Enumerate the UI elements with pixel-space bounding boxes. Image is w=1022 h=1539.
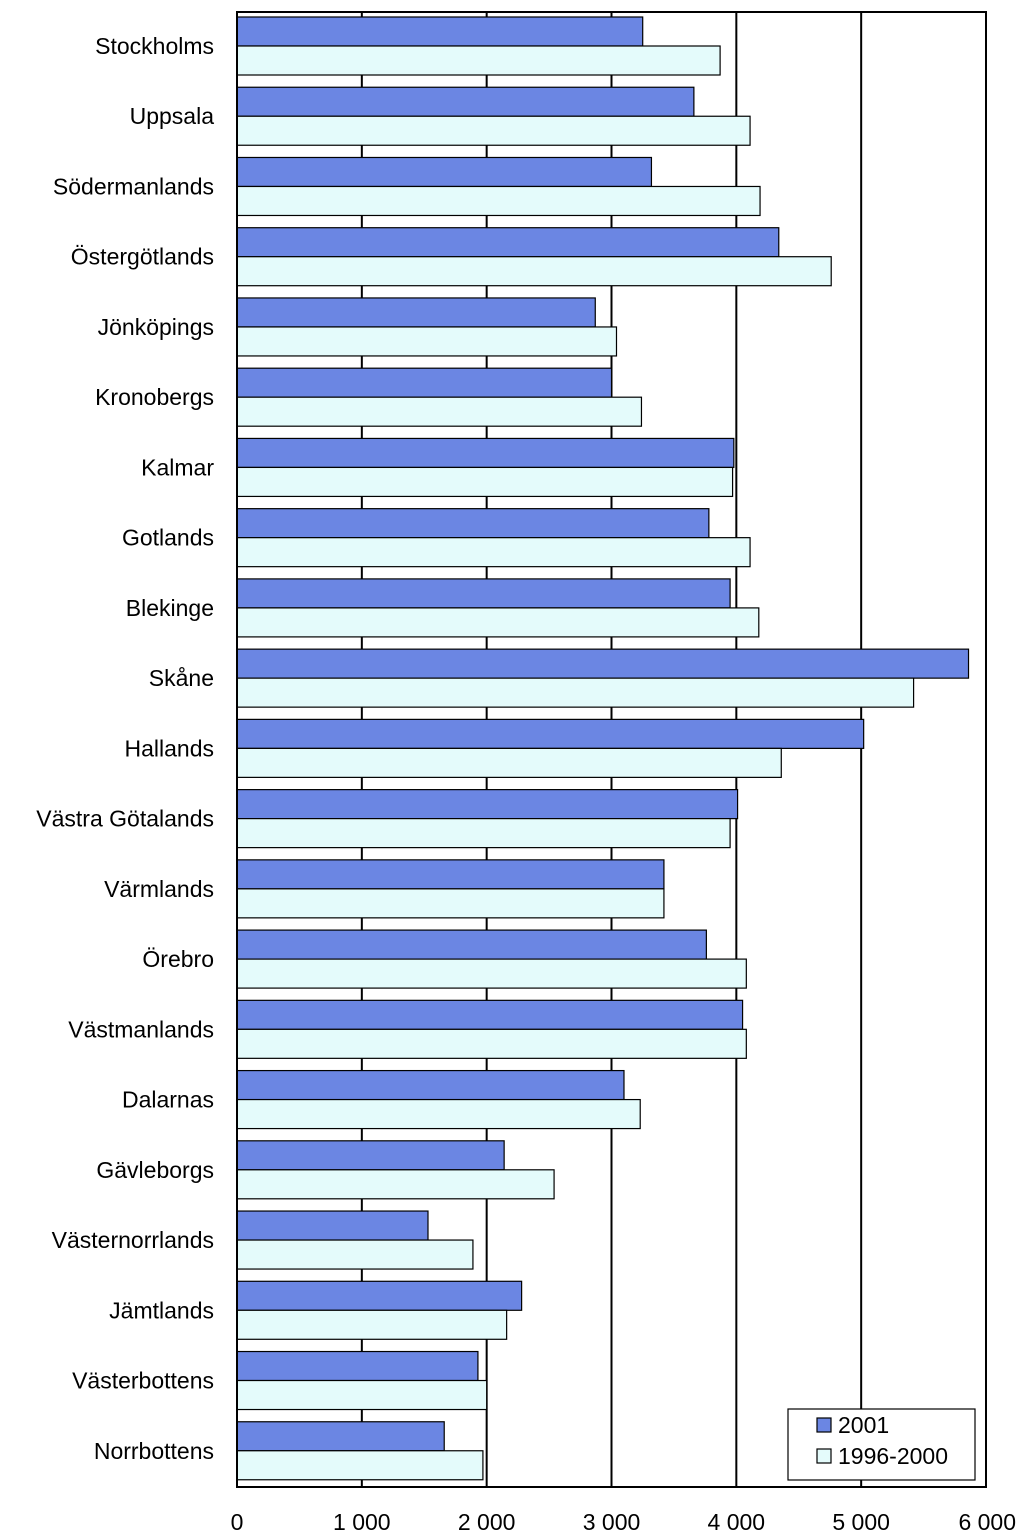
category-label: Stockholms	[95, 33, 214, 59]
bar-series2	[236, 818, 731, 849]
bar-series2	[236, 607, 760, 638]
category-label: Blekinge	[126, 595, 214, 621]
category-labels: Stockholms Uppsala Södermanlands Östergötla…	[36, 33, 214, 1464]
bar-series2	[236, 1379, 488, 1411]
bar-series1	[236, 508, 710, 539]
legend-label: 1996-2000	[838, 1443, 948, 1469]
bar-series2	[236, 958, 747, 989]
category-label: Jönköpings	[98, 314, 214, 340]
legend-swatch	[816, 1448, 832, 1464]
bar-series1	[236, 718, 865, 749]
bar-series1	[236, 578, 731, 609]
bar-series1	[236, 156, 653, 188]
bar-series1	[236, 367, 613, 398]
bar-series2	[236, 888, 665, 919]
legend: 2001 1996-2000	[787, 1408, 976, 1481]
bar-series1	[236, 1421, 445, 1452]
category-label: Gotlands	[122, 525, 214, 551]
category-label: Västra Götalands	[36, 806, 214, 832]
x-tick-label: 4 000	[708, 1509, 766, 1535]
category-label: Östergötlands	[71, 244, 214, 270]
bar-series1	[236, 1210, 429, 1241]
category-label: Dalarnas	[122, 1087, 214, 1113]
bar-series2	[236, 1450, 484, 1481]
bar-series1	[236, 789, 739, 820]
bar-series1	[236, 1350, 479, 1382]
category-label: Uppsala	[130, 103, 215, 129]
bar-series2	[236, 747, 782, 778]
bar-series2	[236, 45, 721, 76]
x-tick-label: 0	[231, 1509, 244, 1535]
category-label: Skåne	[149, 665, 214, 691]
bar-series2	[236, 1098, 641, 1130]
x-tick-label: 1 000	[333, 1509, 391, 1535]
x-tick-label: 2 000	[458, 1509, 516, 1535]
bar-series1	[236, 999, 744, 1030]
bar-series2	[236, 677, 915, 708]
bar-series2	[236, 256, 832, 287]
bar-series1	[236, 16, 644, 47]
category-label: Västmanlands	[68, 1016, 214, 1042]
bar-series2	[236, 537, 751, 568]
bar-series1	[236, 1069, 625, 1101]
legend-label: 2001	[838, 1412, 889, 1438]
bar-series1	[236, 859, 665, 890]
x-tick-labels: 0 1 000 2 000 3 000 4 000 5 000 6 000	[231, 1509, 1016, 1535]
category-label: Örebro	[142, 946, 214, 972]
category-label: Kronobergs	[95, 384, 214, 410]
category-label: Värmlands	[104, 876, 214, 902]
bar-series1	[236, 297, 596, 328]
bar-series2	[236, 1309, 508, 1340]
bar-series2	[236, 1028, 747, 1059]
category-label: Kalmar	[141, 454, 214, 480]
category-label: Södermanlands	[53, 173, 214, 199]
bar-series1	[236, 929, 707, 960]
bar-series2	[236, 185, 761, 217]
category-label: Norrbottens	[94, 1438, 214, 1464]
bar-series2	[236, 396, 643, 427]
bar-series2	[236, 326, 618, 357]
legend-swatch	[816, 1417, 832, 1433]
bar-series2	[236, 1169, 555, 1200]
plot-frame	[236, 11, 987, 1488]
bar-series2	[236, 466, 734, 498]
axes	[236, 11, 987, 1488]
bar-series1	[236, 1140, 505, 1171]
category-label: Gävleborgs	[96, 1157, 214, 1183]
bar-series1	[236, 86, 695, 117]
x-tick-label: 5 000	[832, 1509, 890, 1535]
bar-series1	[236, 648, 970, 679]
category-label: Västernorrlands	[52, 1227, 214, 1253]
bar-series1	[236, 1280, 523, 1311]
bar-series1	[236, 437, 735, 469]
bar-series1	[236, 227, 780, 258]
category-label: Jämtlands	[109, 1297, 214, 1323]
category-label: Västerbottens	[72, 1368, 214, 1394]
bars	[236, 16, 970, 1481]
x-tick-label: 3 000	[583, 1509, 641, 1535]
category-label: Hallands	[125, 735, 215, 761]
bar-series2	[236, 1239, 474, 1270]
x-tick-label: 6 000	[958, 1509, 1016, 1535]
bar-series2	[236, 115, 751, 146]
